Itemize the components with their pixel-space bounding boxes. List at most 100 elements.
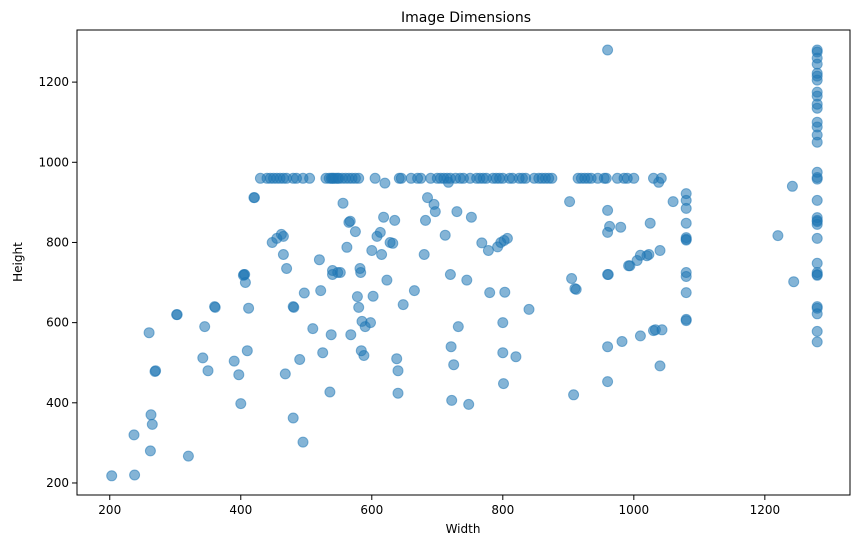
data-point <box>811 336 823 348</box>
data-point <box>680 287 692 299</box>
data-point <box>510 351 522 363</box>
data-point <box>452 321 464 333</box>
data-point <box>811 325 823 337</box>
data-point <box>353 172 365 184</box>
data-point <box>602 44 614 56</box>
data-point <box>566 273 578 284</box>
data-point <box>239 277 251 288</box>
data-point <box>233 369 245 381</box>
data-point <box>786 180 798 192</box>
x-tick-label: 200 <box>98 503 121 517</box>
data-point <box>811 257 823 269</box>
data-point <box>298 287 310 299</box>
data-point <box>277 230 289 242</box>
data-point <box>461 274 473 286</box>
data-point <box>451 206 463 218</box>
data-point <box>654 360 666 372</box>
points-layer <box>106 44 823 482</box>
data-point <box>345 329 357 341</box>
data-point <box>420 214 431 226</box>
data-point <box>602 269 614 280</box>
data-point <box>144 445 156 457</box>
data-point <box>680 202 692 214</box>
data-point <box>463 398 475 410</box>
data-point <box>324 386 336 398</box>
data-point <box>358 350 370 361</box>
data-point <box>446 394 458 406</box>
data-point <box>228 355 240 367</box>
data-point <box>448 359 460 371</box>
x-tick-label: 1200 <box>750 503 781 517</box>
data-point <box>498 378 509 390</box>
data-point <box>288 301 300 313</box>
y-axis-ticks: 200 400 600 800 1000 1200 <box>38 75 77 490</box>
data-point <box>313 254 325 266</box>
data-point <box>374 226 386 238</box>
data-point <box>143 327 155 339</box>
data-point <box>570 283 582 295</box>
data-point <box>389 214 401 226</box>
data-point <box>634 330 646 342</box>
data-point <box>680 234 692 246</box>
data-point <box>655 172 667 184</box>
data-point <box>680 315 692 327</box>
data-point <box>680 271 692 282</box>
data-point <box>654 245 666 256</box>
data-point <box>497 347 509 359</box>
data-point <box>568 389 580 401</box>
y-tick-label: 400 <box>46 396 69 410</box>
data-point <box>415 172 427 184</box>
x-tick-label: 400 <box>229 503 252 517</box>
data-point <box>146 418 158 430</box>
data-point <box>600 172 612 184</box>
data-point <box>353 301 365 313</box>
data-point <box>279 368 291 380</box>
data-point <box>149 366 161 377</box>
x-axis-label: Width <box>446 522 481 536</box>
data-point <box>182 450 194 462</box>
data-point <box>392 365 404 377</box>
y-axis-label: Height <box>11 242 25 282</box>
data-point <box>667 196 679 208</box>
y-tick-label: 1200 <box>38 75 69 89</box>
x-tick-label: 1000 <box>619 503 650 517</box>
data-point <box>445 341 457 353</box>
data-point <box>811 136 823 148</box>
data-point <box>484 287 496 299</box>
data-point <box>811 58 823 70</box>
plot-frame <box>76 29 851 496</box>
data-point <box>128 429 140 441</box>
x-tick-label: 800 <box>491 503 514 517</box>
data-point <box>199 321 211 333</box>
data-point <box>349 226 361 238</box>
data-point <box>546 172 558 184</box>
data-point <box>772 230 784 242</box>
data-point <box>387 237 399 249</box>
data-point <box>811 232 823 244</box>
data-point <box>444 269 456 280</box>
data-point <box>564 196 576 208</box>
data-point <box>369 172 381 184</box>
data-point <box>788 276 800 288</box>
data-point <box>106 470 118 482</box>
data-point <box>281 263 293 274</box>
y-tick-label: 200 <box>46 476 69 490</box>
data-point <box>365 317 376 329</box>
data-point <box>811 308 823 320</box>
data-point <box>811 102 823 114</box>
data-point <box>317 347 329 359</box>
data-point <box>378 211 390 223</box>
data-point <box>501 232 513 244</box>
data-point <box>235 398 247 410</box>
data-point <box>811 269 823 281</box>
chart-title: Image Dimensions <box>401 10 531 26</box>
data-point <box>379 177 391 189</box>
data-point <box>397 299 409 311</box>
data-point <box>523 303 535 315</box>
data-point <box>325 329 337 341</box>
data-point <box>202 365 214 377</box>
data-point <box>315 285 327 297</box>
data-point <box>439 229 451 241</box>
data-point <box>334 267 346 278</box>
